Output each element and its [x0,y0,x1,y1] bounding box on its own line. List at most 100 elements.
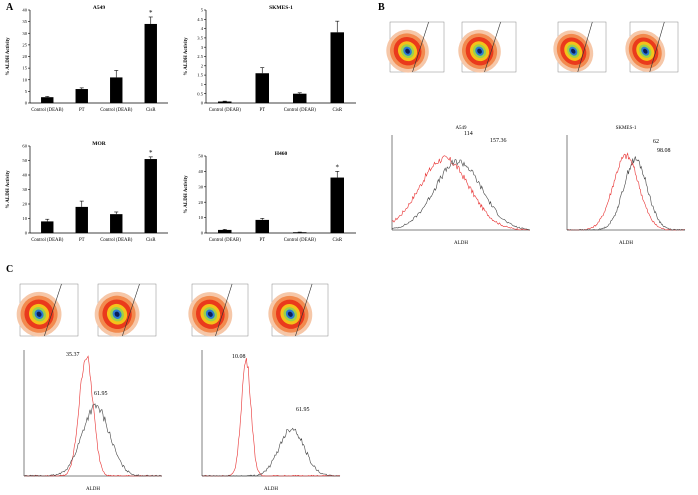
histogram-series-sample [24,403,163,477]
x-tick-label: Control (DEAB) [284,238,317,243]
histogram-a549: 114 157.36 ALDH A549 [391,126,531,246]
x-tick-label: CisR [332,238,342,243]
histogram-series-sample [201,427,341,477]
y-tick-label: 30 [198,184,203,189]
bar [330,177,344,233]
bar [255,73,269,103]
panel-letter-a: A [6,2,14,13]
x-tick-label: PT [79,108,85,113]
y-tick-label: 30 [22,187,27,192]
x-tick-label: Control (DEAB) [31,108,64,113]
y-tick-label: 0 [25,231,28,236]
dot-plot-a549-sample [456,20,518,80]
y-tick-label: 30 [22,31,27,36]
histogram-series-control [23,355,162,477]
bar [293,93,307,103]
x-tick-label: Control (DEAB) [100,108,133,113]
y-tick-label: 1.5 [197,73,203,78]
bar [75,206,88,233]
density-contour [477,48,482,54]
bar [255,219,269,233]
panel-letter-c: C [6,264,14,275]
panel-letter-b: B [378,2,385,13]
x-tick-label: PT [79,238,85,243]
y-tick-label: 15 [22,66,27,71]
y-axis-label: % ALDH Activity [184,175,189,214]
gate-line [577,21,593,73]
chart-title: SKMES-1 [269,5,293,11]
gate-line [122,283,140,337]
y-tick-label: 0 [201,101,204,106]
bar-chart-a549: A549 % ALDH Activity 0 5 10 15 20 25 30 35 40 Contr… [6,5,168,113]
bar-chart-skmes1: SKMES-1 % ALDH Activity 0 0.5 1 1.5 2 2.5 3 3.5 4 4… [184,5,356,113]
gate-line [44,283,62,337]
y-tick-label: 60 [22,144,27,149]
histogram-series-control [201,358,341,477]
x-tick-label: Control (DEAB) [209,238,242,243]
y-tick-label: 20 [22,54,27,59]
y-tick-label: 20 [198,200,203,205]
bar [75,89,88,103]
dot-plot-skmes1-sample [624,20,680,80]
y-tick-label: 0.5 [197,91,203,96]
y-tick-label: 0 [201,231,204,236]
bar [110,214,123,233]
gate-line [295,283,313,337]
y-tick-label: 1 [201,82,204,87]
bar [41,97,54,103]
y-axis-label: % ALDH Activity [6,170,11,209]
x-tick-label: Control (DEAB) [209,108,242,113]
x-tick-label: Control (DEAB) [284,108,317,113]
bar-chart-h460: H460 % ALDH Activity 0 10 20 30 40 50 Control (D… [184,151,356,243]
histogram-skmes1: 62 98.08 ALDH SKMES-1 [566,126,686,246]
x-axis-label: ALDH [619,241,633,246]
bar [330,32,344,103]
dot-plot-a549-control [384,20,446,80]
y-tick-label: 40 [22,8,27,13]
y-tick-label: 40 [22,173,27,178]
peak-label-control: 114 [464,131,473,137]
y-axis-label: % ALDH Activity [6,37,11,76]
density-contour [643,48,648,54]
bar [41,221,54,233]
cell-line-label: A549 [455,126,467,131]
bar [218,101,232,103]
bar-chart-mor: MOR % ALDH Activity 0 10 20 30 40 50 60 Control (… [6,141,168,243]
y-tick-label: 0 [25,101,28,106]
significance-asterisk: * [336,163,340,171]
y-tick-label: 50 [198,154,203,159]
x-axis-label: ALDH [264,487,278,492]
dot-plot-skmes1-control [552,20,608,80]
density-contour [207,311,213,317]
y-tick-label: 3 [201,45,204,50]
density-contour [405,48,410,54]
bar [293,232,307,233]
y-tick-label: 5 [201,8,204,13]
peak-label-control: 35.37 [66,352,80,358]
density-contour [114,311,120,317]
chart-title: H460 [275,151,288,157]
y-tick-label: 4.5 [197,17,203,22]
x-tick-label: PT [259,108,265,113]
y-tick-label: 50 [22,158,27,163]
x-tick-label: CisR [146,108,156,113]
histogram-series-sample [566,156,686,231]
y-tick-label: 3.5 [197,36,203,41]
peak-label-sample: 98.08 [657,148,671,154]
cell-line-label: SKMES-1 [616,126,637,131]
density-contour [36,311,42,317]
gate-line [649,21,665,73]
y-tick-label: 25 [22,42,27,47]
y-tick-label: 35 [22,19,27,24]
bar [110,77,123,103]
y-tick-label: 4 [201,26,204,31]
chart-title: A549 [93,5,105,11]
y-tick-label: 20 [22,202,27,207]
x-tick-label: Control (DEAB) [100,238,133,243]
dot-plot-mor-sample [92,282,158,344]
bar [218,229,232,233]
gate-line [484,21,501,73]
density-contour [571,48,576,54]
significance-asterisk: * [149,9,153,17]
